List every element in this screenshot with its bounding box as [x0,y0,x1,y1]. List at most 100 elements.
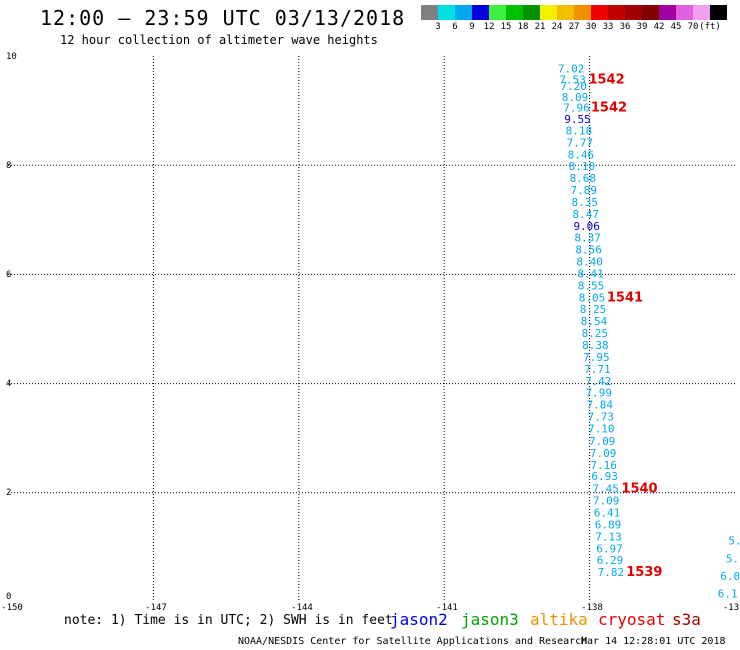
wave-height-value: 7.09 [593,494,620,507]
color-swatch [557,5,574,20]
color-swatch [506,5,523,20]
wave-height-value: 7.77 [567,137,594,150]
wave-height-value: 7.45 [592,482,619,495]
wave-height-value: 8.25 [580,303,607,316]
color-scale-label: 21 [534,22,546,32]
color-swatch [489,5,506,20]
color-swatch [574,5,591,20]
wave-height-value: 8.56 [575,244,602,257]
wave-height-value: 6.1 [718,588,738,601]
wave-height-value: 7.53 [559,73,586,86]
wave-height-value: 8.41 [577,268,604,281]
color-swatch [693,5,710,20]
x-tick-label: -147 [145,603,167,613]
pass-number-label: 1539 [626,565,662,580]
legend-jason2: jason2 [390,610,448,629]
color-scale-label: 9 [469,22,475,32]
y-tick-label: 8 [6,161,12,171]
color-scale-label: 24 [551,22,563,32]
wave-height-value: 7.13 [595,530,622,543]
x-tick-label: -144 [291,603,313,613]
wave-height-value: 6.0 [720,570,740,583]
x-tick-label: -150 [1,603,23,613]
color-swatch [676,5,693,20]
wave-height-value: 8.10 [569,160,596,173]
color-swatch [642,5,659,20]
wave-height-value: 8.68 [570,172,597,185]
y-tick-label: 10 [6,52,17,62]
color-swatch [608,5,625,20]
pass-number-label: 1541 [607,291,643,306]
color-scale-labels: 3 6 9 12 15 18 21 24 27 30 33 36 39 42 45 70 (ft) [421,22,740,34]
plot-marks: 7.027.537.208.097.969.558.187.778.468.10… [558,62,740,600]
color-scale-label: 39 [636,22,648,32]
wave-height-value: 6.29 [597,554,624,567]
chart-subtitle: 12 hour collection of altimeter wave hei… [60,33,378,47]
color-scale-label: 45 [670,22,682,32]
wave-height-value: 7.09 [589,435,616,448]
color-swatch [540,5,557,20]
x-tick-label: -138 [581,603,603,613]
color-scale-label: 6 [452,22,458,32]
wave-height-value: 6.97 [596,542,623,555]
legend-s3a: s3a [672,610,701,629]
legend-jason3: jason3 [461,610,519,629]
color-swatch [455,5,472,20]
wave-height-value: 8.47 [572,208,599,221]
wave-height-value: 9.55 [564,113,591,126]
color-swatch [523,5,540,20]
color-swatch [591,5,608,20]
wave-height-value: 8.54 [581,315,608,328]
chart-title: 12:00 – 23:59 UTC 03/13/2018 [40,6,406,30]
wave-height-value: 8.46 [568,149,595,162]
color-scale-label: 36 [619,22,631,32]
wave-height-value: 7.42 [585,375,612,388]
color-swatch [659,5,676,20]
wave-height-value: 5. [728,535,740,548]
plot-grid [8,56,735,602]
color-scale-label: 15 [500,22,512,32]
wave-height-value: 7.09 [590,447,617,460]
color-swatch [625,5,642,20]
color-scale-label: 3 [435,22,441,32]
wave-height-value: 5. [726,553,739,566]
wave-height-value: 8.25 [582,327,609,340]
footer-credit: NOAA/NESDIS Center for Satellite Applica… [238,636,588,647]
color-swatch [438,5,455,20]
wave-height-value: 9.06 [573,220,600,233]
wave-height-value: 7.95 [583,351,610,364]
color-scale-label: (ft) [699,22,721,32]
wave-height-value: 7.73 [587,411,614,424]
x-tick-label: -141 [436,603,458,613]
wave-height-value: 6.41 [594,506,621,519]
pass-number-label: 1542 [588,72,624,87]
wave-height-value: 7.89 [571,184,598,197]
color-scale-label: 18 [517,22,529,32]
color-scale-bar [421,5,727,20]
color-scale-label: 33 [602,22,614,32]
wave-height-value: 7.96 [563,102,590,115]
wave-height-value: 7.10 [588,423,615,436]
color-scale-label: 12 [483,22,495,32]
wave-height-value: 6.93 [591,470,618,483]
x-tick-label: -13 [722,603,740,613]
wave-height-value: 8.35 [572,196,599,209]
wave-height-value: 8.55 [578,280,605,293]
color-swatch [710,5,727,20]
wave-height-value: 8.09 [562,91,589,104]
color-scale-label: 42 [653,22,665,32]
wave-height-value: 7.84 [587,399,614,412]
wave-height-value: 7.20 [560,80,587,93]
color-scale-label: 30 [585,22,597,32]
color-swatch [421,5,438,20]
footer-timestamp: Mar 14 12:28:01 UTC 2018 [581,636,726,647]
legend-altika: altika [530,610,588,629]
wave-height-value: 8.38 [582,339,609,352]
wave-height-value: 7.02 [558,62,585,75]
legend-cryosat: cryosat [598,610,666,629]
wave-height-value: 8.05 [579,292,606,305]
units-note: note: 1) Time is in UTC; 2) SWH is in fe… [64,613,393,628]
pass-number-label: 1542 [591,101,627,116]
wave-height-value: 8.18 [566,125,593,138]
